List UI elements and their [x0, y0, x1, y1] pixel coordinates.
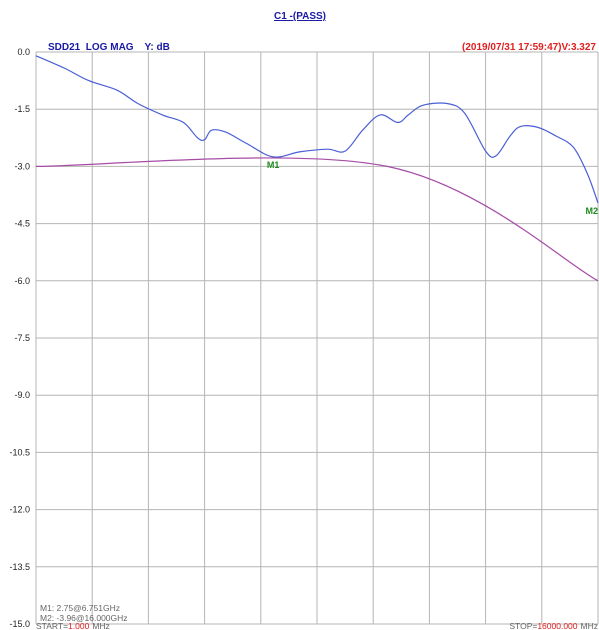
y-tick-label: -15.0 [9, 619, 30, 629]
y-tick-label: -13.5 [9, 562, 30, 572]
y-tick-label: 0.0 [17, 47, 30, 57]
y-tick-label: -1.5 [14, 104, 30, 114]
start-label: START= [36, 621, 68, 630]
y-tick-label: -3.0 [14, 161, 30, 171]
y-tick-label: -7.5 [14, 333, 30, 343]
y-tick-label: -12.0 [9, 505, 30, 515]
start-value: 1.000 [68, 621, 90, 630]
stop-unit: MHz [581, 621, 598, 630]
y-axis-ticks: 0.0 -1.5 -3.0 -4.5 -6.0 -7.5 -9.0 -10.5 -12.0 -13… [9, 47, 30, 629]
y-tick-label: -6.0 [14, 276, 30, 286]
start-frequency: START=1.000 MHz [36, 621, 110, 630]
series-group [35, 55, 599, 282]
timestamp-header: (2019/07/31 17:59:47)V:3.327 [462, 42, 596, 53]
stop-label: STOP= [509, 621, 537, 630]
marker-label-m2: M2 [585, 206, 598, 216]
markers: M1 M2 [267, 160, 598, 216]
series-line-limit [35, 157, 599, 282]
start-unit: MHz [92, 621, 109, 630]
chart-title[interactable]: C1 -(PASS) [274, 11, 326, 22]
y-tick-label: -9.0 [14, 390, 30, 400]
y-tick-label: -4.5 [14, 219, 30, 229]
stop-value: 16000.000 [537, 621, 577, 630]
marker-readout-m1: M1: 2.75@6.751GHz [40, 603, 120, 613]
y-tick-label: -10.5 [9, 447, 30, 457]
grid [35, 51, 599, 625]
marker-label-m1: M1 [267, 160, 280, 170]
marker-readout-m2: M2: -3.96@16.000GHz [40, 613, 128, 623]
stop-frequency: STOP=16000.000 MHz [509, 621, 598, 630]
trace-header: SDD21 LOG MAG Y: dB [48, 42, 170, 53]
series-line-sdd21 [35, 55, 599, 204]
